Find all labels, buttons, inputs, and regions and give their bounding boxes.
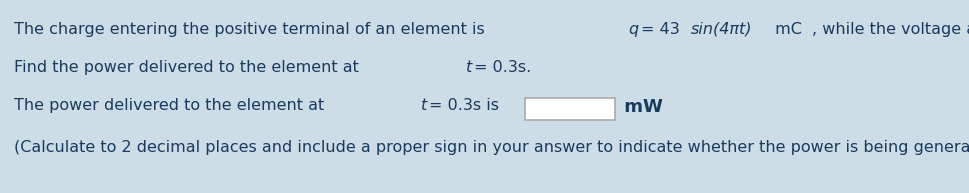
Text: , while the voltage across the element (plus to minus) is: , while the voltage across the element (… [812,22,969,37]
Text: mC: mC [770,22,802,37]
Text: The charge entering the positive terminal of an element is: The charge entering the positive termina… [14,22,490,37]
Text: Find the power delivered to the element at: Find the power delivered to the element … [14,60,364,75]
Text: t: t [466,60,472,75]
Text: (Calculate to 2 decimal places and include a proper sign in your answer to indic: (Calculate to 2 decimal places and inclu… [14,140,969,155]
Bar [525,98,615,120]
Text: t: t [421,98,427,113]
Text: = 43: = 43 [641,22,680,37]
Text: The power delivered to the element at: The power delivered to the element at [14,98,329,113]
Text: q: q [628,22,639,37]
Text: = 0.3s.: = 0.3s. [474,60,531,75]
Text: mW: mW [618,98,663,116]
Text: sin(4πt): sin(4πt) [691,22,753,37]
Text: = 0.3s is: = 0.3s is [429,98,499,113]
